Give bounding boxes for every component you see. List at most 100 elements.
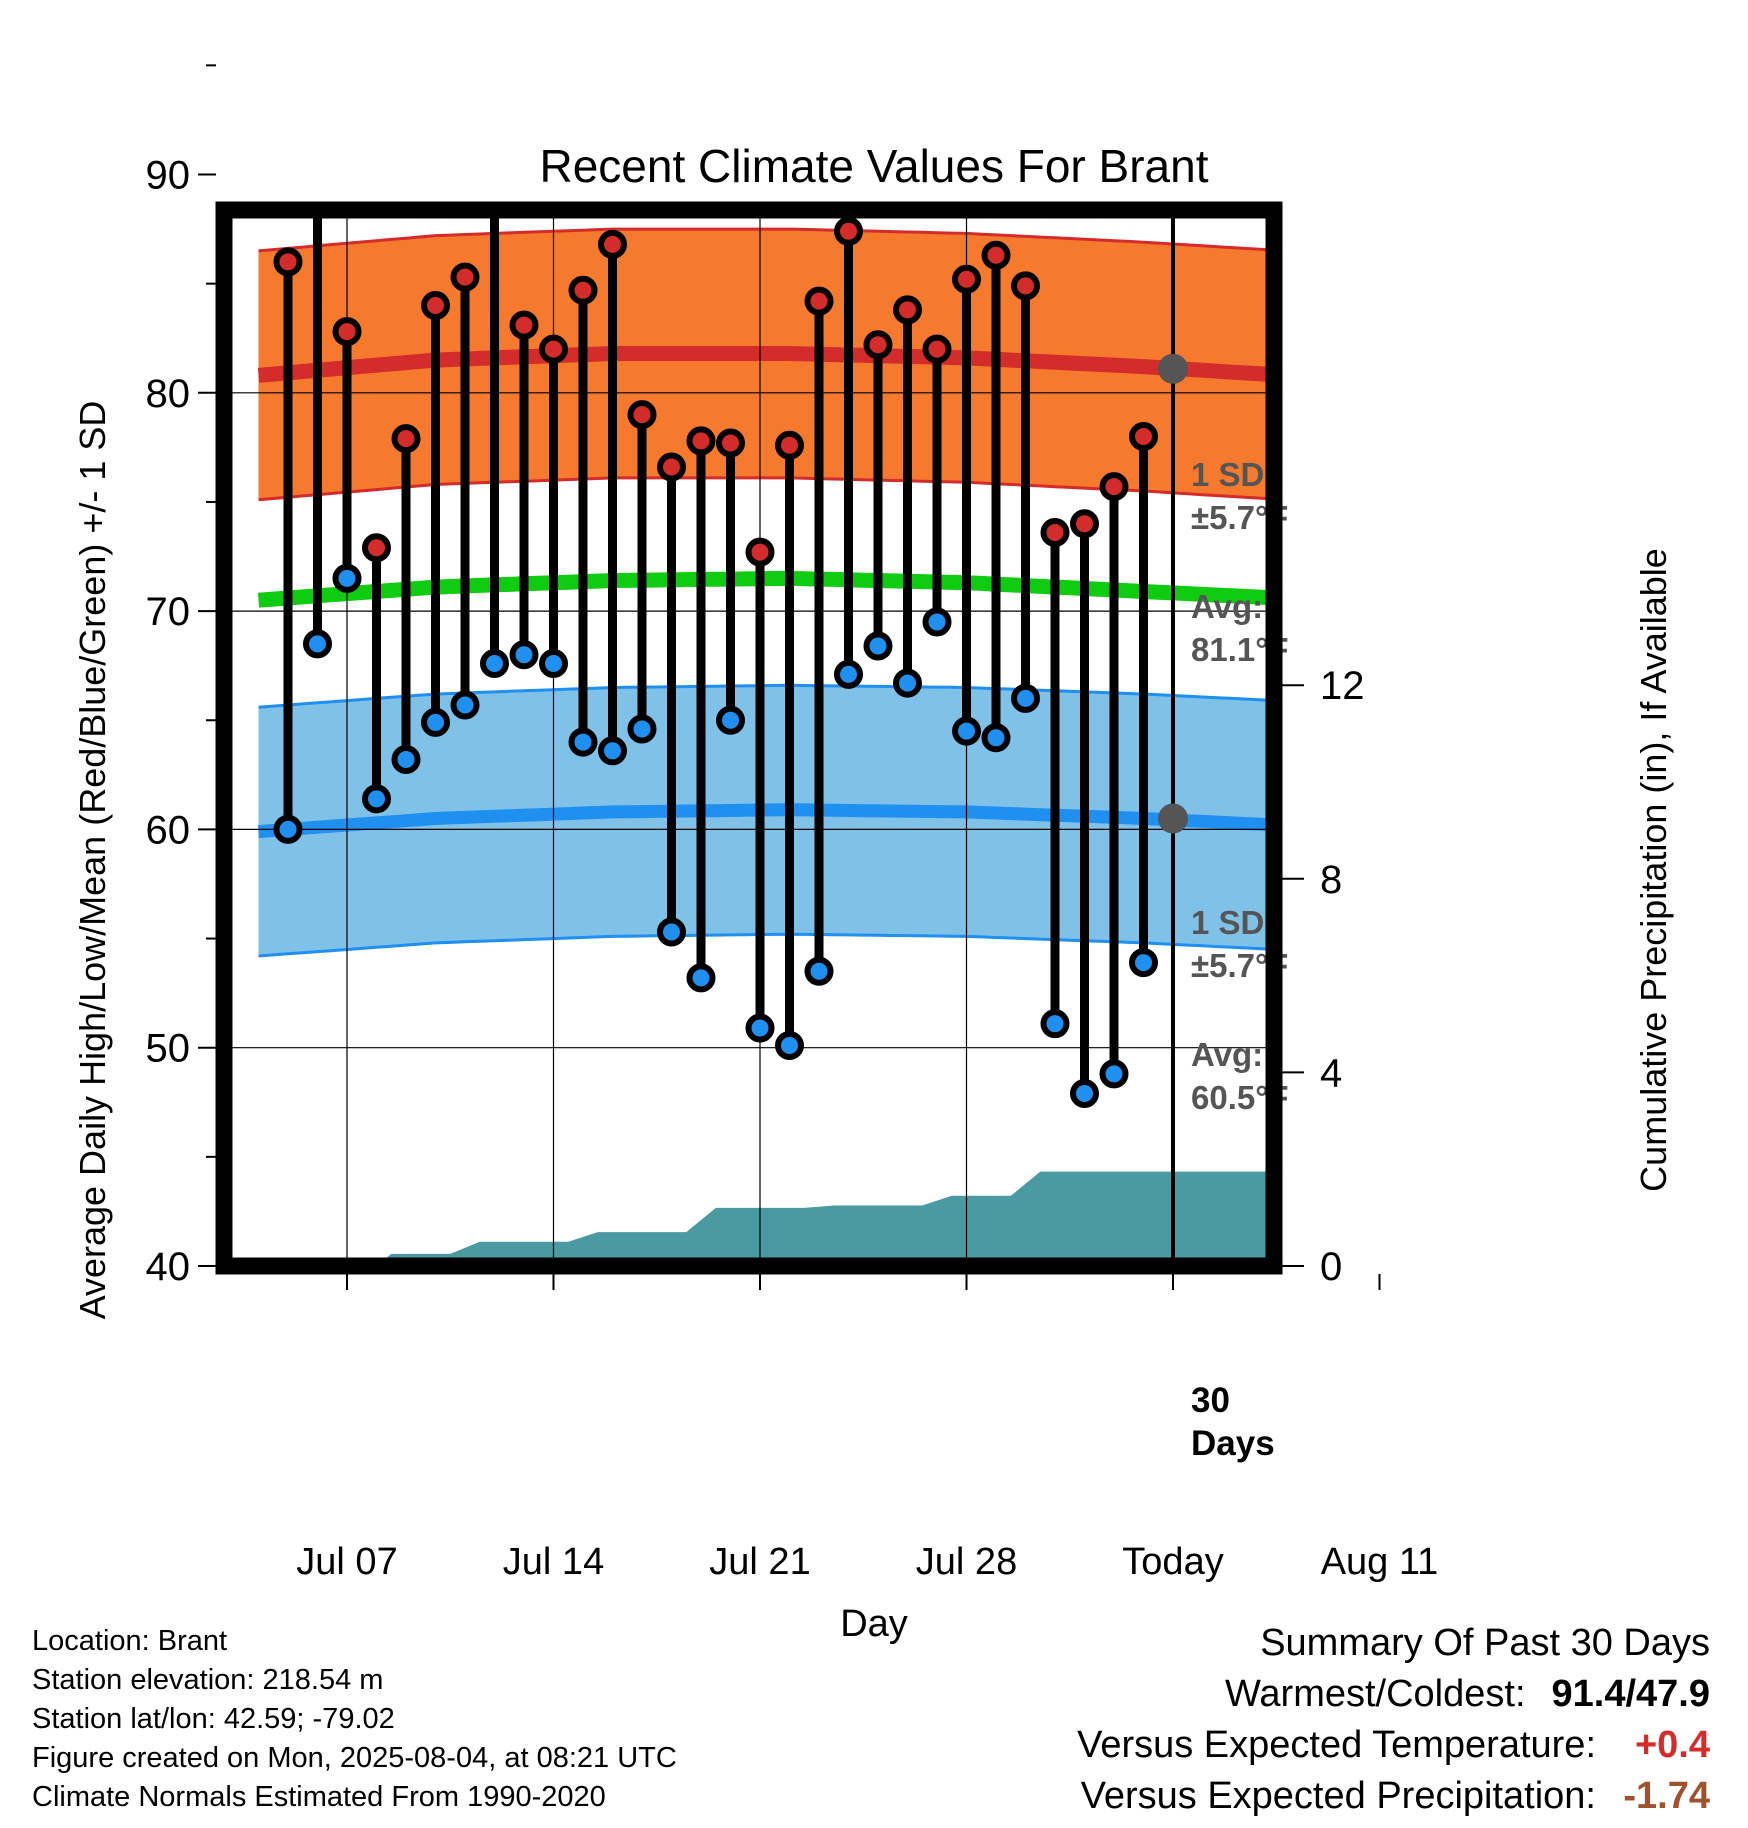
- daily-high-marker: [273, 247, 303, 277]
- daily-low-marker: [1040, 1009, 1070, 1039]
- summary-temp: Versus Expected Temperature: +0.4: [1077, 1720, 1710, 1771]
- daily-high-marker: [1099, 472, 1129, 502]
- daily-low-marker: [539, 648, 568, 678]
- period-number-label: 30: [1191, 1381, 1230, 1420]
- chart-title: Recent Climate Values For Brant: [540, 140, 1209, 192]
- daily-low-marker: [863, 631, 893, 661]
- low-sd-label: 1 SD:: [1191, 904, 1275, 941]
- normal-high-line: [257, 346, 1274, 383]
- y-axis-title: Average Daily High/Low/Mean (Red/Blue/Gr…: [72, 401, 113, 1320]
- plot-frame: [215, 201, 1283, 1275]
- x-tick-label: Jul 14: [503, 1541, 604, 1583]
- daily-high-marker: [981, 240, 1011, 270]
- normal-mean-line: [257, 570, 1274, 608]
- station-info: Location: Brant Station elevation: 218.5…: [32, 1622, 677, 1817]
- x-tick-label: Jul 28: [916, 1541, 1017, 1583]
- daily-high-marker: [804, 286, 834, 316]
- daily-low-marker: [657, 917, 686, 947]
- y2-axis-title: Cumulative Precipitation (in), If Availa…: [1633, 548, 1674, 1192]
- daily-high-marker: [863, 330, 893, 360]
- daily-high-marker: [1011, 271, 1040, 301]
- x-tick-label: Jul 07: [296, 1541, 397, 1583]
- period-days-label: Days: [1191, 1424, 1275, 1463]
- daily-low-marker: [716, 705, 745, 735]
- normal-low-line: [258, 803, 1274, 839]
- daily-high-marker: [716, 428, 745, 458]
- daily-high-marker: [332, 317, 362, 347]
- daily-high-marker: [952, 264, 981, 294]
- daily-high-marker: [834, 216, 863, 246]
- daily-low-marker: [332, 563, 362, 593]
- daily-low-marker: [775, 1031, 804, 1061]
- y2-tick-label: 12: [1320, 664, 1365, 708]
- daily-low-marker: [568, 727, 598, 757]
- low-avg-label: Avg:: [1191, 1036, 1263, 1073]
- today-high-avg-marker: [1158, 353, 1188, 384]
- daily-high-marker: [391, 424, 421, 454]
- y-tick-label: 40: [146, 1245, 191, 1289]
- daily-low-marker: [745, 1013, 775, 1043]
- daily-low-marker: [804, 956, 834, 986]
- daily-high-marker: [1040, 518, 1070, 548]
- location-text: Location: Brant: [32, 1625, 228, 1657]
- low-sd-band: [258, 685, 1274, 956]
- daily-low-marker: [480, 648, 509, 678]
- precip-label: Versus Expected Precipitation:: [1080, 1775, 1596, 1817]
- daily-high-marker: [893, 295, 922, 325]
- daily-low-marker: [273, 814, 303, 844]
- y2-tick-label: 4: [1320, 1051, 1342, 1095]
- y-tick-label: 80: [146, 372, 191, 416]
- daily-low-marker: [1070, 1079, 1099, 1109]
- summary-warm-cold: Warmest/Coldest: 91.4/47.9: [1077, 1669, 1710, 1720]
- y-tick-label: 90: [146, 154, 191, 198]
- daily-high-marker: [1070, 509, 1099, 539]
- daily-low-marker: [421, 707, 450, 737]
- daily-low-marker: [391, 745, 421, 775]
- summary-title: Summary Of Past 30 Days: [1260, 1622, 1710, 1664]
- daily-high-marker: [627, 400, 657, 430]
- elevation-text: Station elevation: 218.54 m: [32, 1664, 384, 1696]
- x-tick-label: Today: [1122, 1541, 1223, 1583]
- y2-tick-label: 8: [1320, 858, 1342, 902]
- y2-tick-label: 0: [1320, 1245, 1342, 1289]
- daily-low-marker: [834, 659, 863, 689]
- high-band-lower-edge: [258, 476, 1274, 502]
- daily-low-marker: [1129, 948, 1158, 978]
- daily-high-marker: [362, 533, 391, 563]
- daily-low-marker: [450, 690, 480, 720]
- plot-inner: [224, 132, 1274, 1266]
- x-tick-label: Aug 11: [1321, 1541, 1439, 1583]
- y-tick-label: 60: [146, 808, 191, 852]
- warm-cold-value: 91.4/47.9: [1551, 1673, 1710, 1715]
- temp-value: +0.4: [1634, 1724, 1710, 1766]
- precip-value: -1.74: [1623, 1775, 1710, 1817]
- daily-low-marker: [893, 668, 922, 698]
- daily-low-marker: [981, 723, 1011, 753]
- daily-high-marker: [509, 310, 539, 340]
- x-tick-label: Jul 21: [709, 1541, 810, 1583]
- daily-high-marker: [568, 275, 598, 305]
- x-axis-title: Day: [840, 1603, 908, 1645]
- daily-low-marker: [362, 784, 391, 814]
- daily-high-marker: [775, 430, 804, 460]
- today-low-avg-marker: [1158, 803, 1188, 834]
- daily-high-marker: [483, 132, 506, 155]
- daily-low-marker: [509, 640, 539, 670]
- daily-low-marker: [1011, 683, 1040, 713]
- high-sd-label: 1 SD:: [1191, 456, 1275, 493]
- normals-text: Climate Normals Estimated From 1990-2020: [32, 1781, 606, 1813]
- daily-high-marker: [539, 334, 568, 364]
- daily-low-marker: [952, 716, 981, 746]
- daily-high-marker: [745, 537, 775, 567]
- y-tick-label: 50: [146, 1027, 191, 1071]
- daily-low-marker: [686, 963, 716, 993]
- daily-high-marker: [421, 290, 450, 320]
- daily-low-marker: [922, 607, 952, 637]
- summary-precip: Versus Expected Precipitation: -1.74: [1077, 1771, 1710, 1822]
- created-text: Figure created on Mon, 2025-08-04, at 08…: [32, 1742, 677, 1774]
- daily-low-marker: [627, 714, 657, 744]
- precip-area: [258, 1171, 1274, 1266]
- low-band-lower-edge: [258, 932, 1274, 958]
